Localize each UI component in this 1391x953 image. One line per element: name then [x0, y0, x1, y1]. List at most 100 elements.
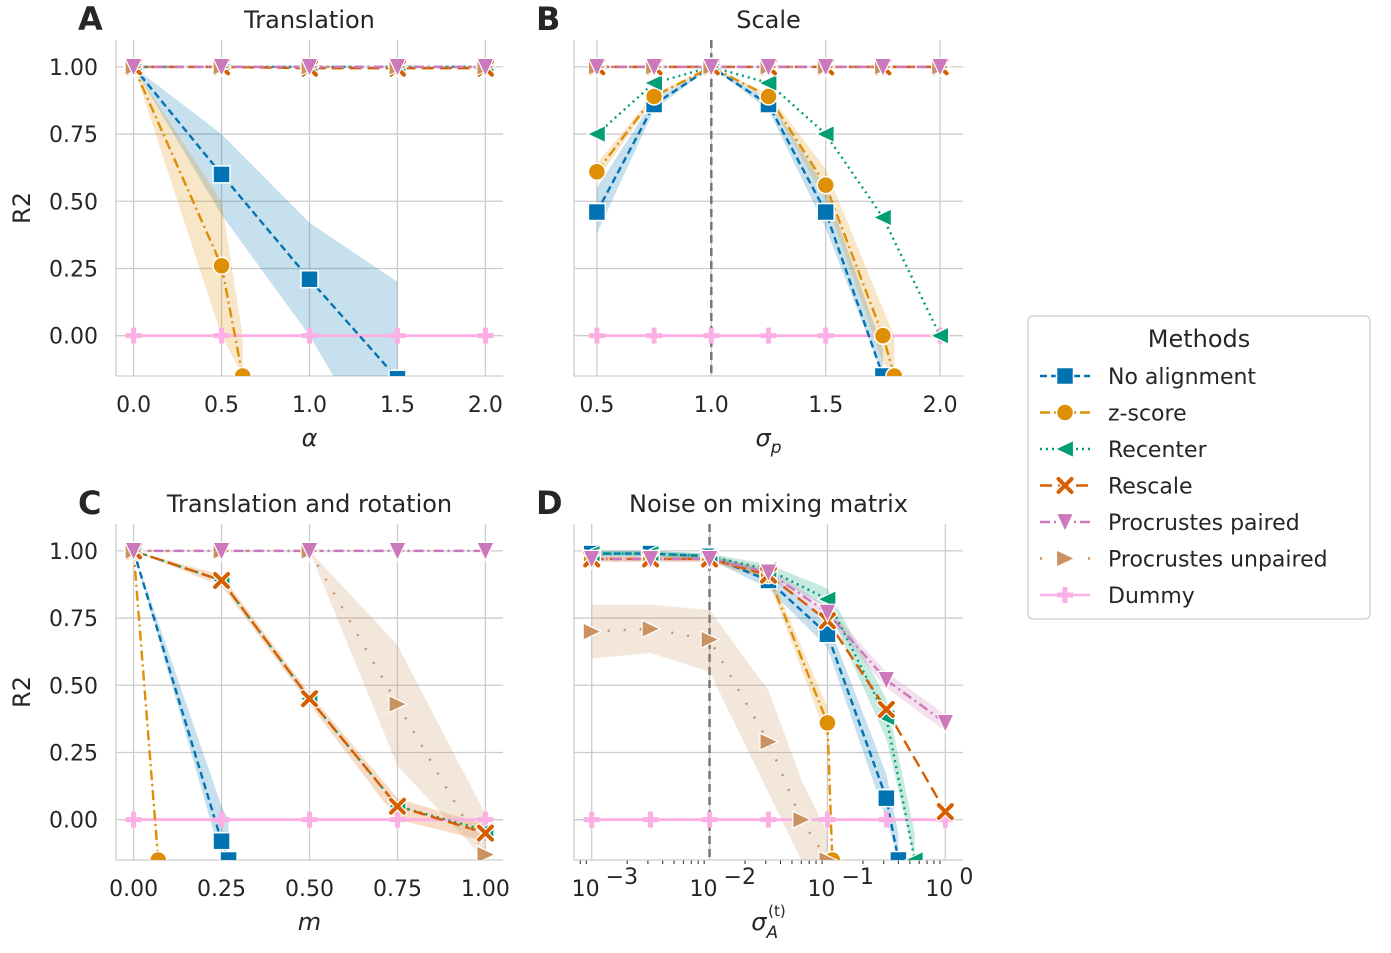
x-tick-label: 0.00: [109, 877, 158, 902]
data-point-recenter: [643, 73, 664, 93]
series-line-rescale: [133, 65, 486, 70]
panel-title: Translation: [243, 6, 375, 34]
panel-letter: D: [536, 484, 563, 522]
panel-letter: C: [78, 484, 101, 522]
data-point-zscore: [885, 366, 904, 376]
x-axis-label: σA(t): [751, 902, 785, 943]
data-point-rescale: [387, 796, 408, 816]
data-point-procrustes_paired: [759, 57, 778, 78]
x-tick-label: 1.0: [694, 393, 729, 418]
data-point-procrustes_unpaired: [759, 732, 780, 752]
legend-label: Recenter: [1108, 438, 1208, 463]
x-tick-label: 1.0: [292, 393, 327, 418]
legend-marker-procrustes_paired: [1055, 512, 1075, 533]
data-point-procrustes_paired: [388, 541, 407, 562]
legend-label: Dummy: [1108, 584, 1195, 609]
data-point-dummy: [213, 327, 230, 344]
data-point-no_alignment: [219, 850, 238, 860]
data-point-zscore: [587, 162, 607, 181]
data-point-procrustes_paired: [587, 57, 607, 78]
ci-band-zscore: [133, 550, 159, 860]
data-point-dummy: [125, 811, 142, 828]
x-tick-label: 1.5: [380, 393, 415, 418]
legend-entry-zscore: z-score: [1040, 402, 1187, 427]
plot-area: [585, 57, 952, 376]
x-tick-label: 1.00: [461, 877, 510, 902]
panel-B: 0.5 1.0 1.5 2.0 σp Scale B: [536, 0, 963, 458]
x-tick-label: 10: [690, 877, 718, 902]
panel-title: Scale: [736, 6, 801, 34]
data-point-zscore: [873, 326, 893, 345]
data-point-procrustes_unpaired: [582, 622, 603, 641]
data-point-zscore: [816, 175, 835, 195]
data-point-dummy: [477, 327, 494, 344]
data-point-dummy: [583, 811, 600, 828]
legend-title: Methods: [1148, 325, 1251, 353]
ci-band-procrustes_unpaired: [591, 604, 828, 860]
data-point-zscore: [148, 850, 168, 860]
y-tick-label: 0.75: [49, 607, 98, 632]
data-point-zscore: [212, 256, 231, 276]
y-tick-label: 1.00: [49, 540, 98, 565]
data-point-procrustes_paired: [701, 57, 721, 78]
x-tick-label: 0.25: [197, 877, 246, 902]
legend-entry-procrustes_paired: Procrustes paired: [1040, 511, 1300, 536]
data-point-dummy: [646, 327, 663, 344]
data-point-procrustes_paired: [475, 541, 495, 562]
data-point-no_alignment: [300, 269, 319, 289]
series-line-procrustes_unpaired: [591, 627, 829, 860]
data-point-dummy: [701, 811, 718, 828]
data-point-procrustes_unpaired: [818, 850, 839, 860]
x-tick-label: 10: [807, 877, 835, 902]
data-point-procrustes_paired: [644, 57, 664, 78]
panel-A: 0.0 0.5 1.0 1.5 2.0 0.00 0.25 0.50 0.75 1.00 α R2 Tr…: [8, 0, 503, 452]
data-point-no_alignment: [816, 202, 835, 222]
data-point-procrustes_paired: [300, 541, 319, 562]
data-point-no_alignment: [889, 850, 908, 860]
ci-band-no_alignment: [133, 66, 398, 376]
data-point-dummy: [301, 327, 318, 344]
data-point-procrustes_unpaired: [476, 845, 497, 860]
legend-label: No alignment: [1108, 365, 1256, 390]
data-point-procrustes_paired: [930, 57, 950, 78]
panel-letter: A: [78, 0, 103, 38]
legend-marker-dummy: [1057, 587, 1073, 603]
data-point-procrustes_unpaired: [641, 619, 662, 639]
legend-marker-procrustes_unpaired: [1055, 549, 1076, 568]
data-point-dummy: [213, 811, 230, 828]
data-point-recenter: [903, 850, 924, 860]
legend-label: z-score: [1108, 402, 1187, 427]
x-tick-exponent: −2: [724, 865, 756, 890]
x-tick-label: 0.5: [579, 393, 614, 418]
data-point-procrustes_unpaired: [700, 630, 721, 650]
x-tick-label: 0.75: [373, 877, 422, 902]
data-point-recenter: [585, 124, 606, 144]
data-point-procrustes_paired: [759, 563, 778, 584]
series-line-no_alignment: [132, 66, 397, 376]
series-line-zscore: [132, 550, 160, 860]
panel-title: Noise on mixing matrix: [629, 490, 908, 518]
legend-box: [1027, 315, 1371, 620]
x-tick-label: 2.0: [923, 393, 958, 418]
legend-label: Rescale: [1108, 475, 1193, 500]
data-point-recenter: [872, 207, 893, 227]
x-tick-label: 2.0: [468, 393, 503, 418]
y-tick-label: 0.25: [49, 741, 98, 766]
x-tick-label: 0.5: [204, 393, 239, 418]
legend-marker-recenter: [1054, 439, 1075, 459]
legend-entry-recenter: Recenter: [1040, 438, 1208, 463]
data-point-procrustes_paired: [124, 57, 144, 78]
legend-marker-rescale: [1055, 475, 1075, 496]
data-point-dummy: [389, 811, 406, 828]
ci-band-zscore: [133, 66, 243, 376]
plot-area: [122, 57, 497, 376]
data-point-zscore: [818, 713, 837, 733]
x-tick-label: 10: [572, 877, 600, 902]
y-tick-label: 0.50: [49, 190, 98, 215]
x-axis-label: m: [298, 908, 321, 936]
x-tick-label: 0.50: [285, 877, 334, 902]
panel-title: Translation and rotation: [166, 490, 452, 518]
data-point-dummy: [817, 327, 834, 344]
data-point-rescale: [211, 570, 232, 591]
